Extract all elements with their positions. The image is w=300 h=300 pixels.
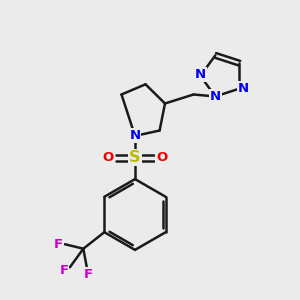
Text: F: F <box>54 238 63 251</box>
Text: N: N <box>238 82 249 95</box>
Text: F: F <box>84 268 93 281</box>
Text: S: S <box>129 150 141 165</box>
Text: O: O <box>102 151 114 164</box>
Text: N: N <box>210 90 221 103</box>
Text: N: N <box>195 68 206 81</box>
Text: N: N <box>129 129 141 142</box>
Text: O: O <box>156 151 168 164</box>
Text: F: F <box>59 264 68 277</box>
